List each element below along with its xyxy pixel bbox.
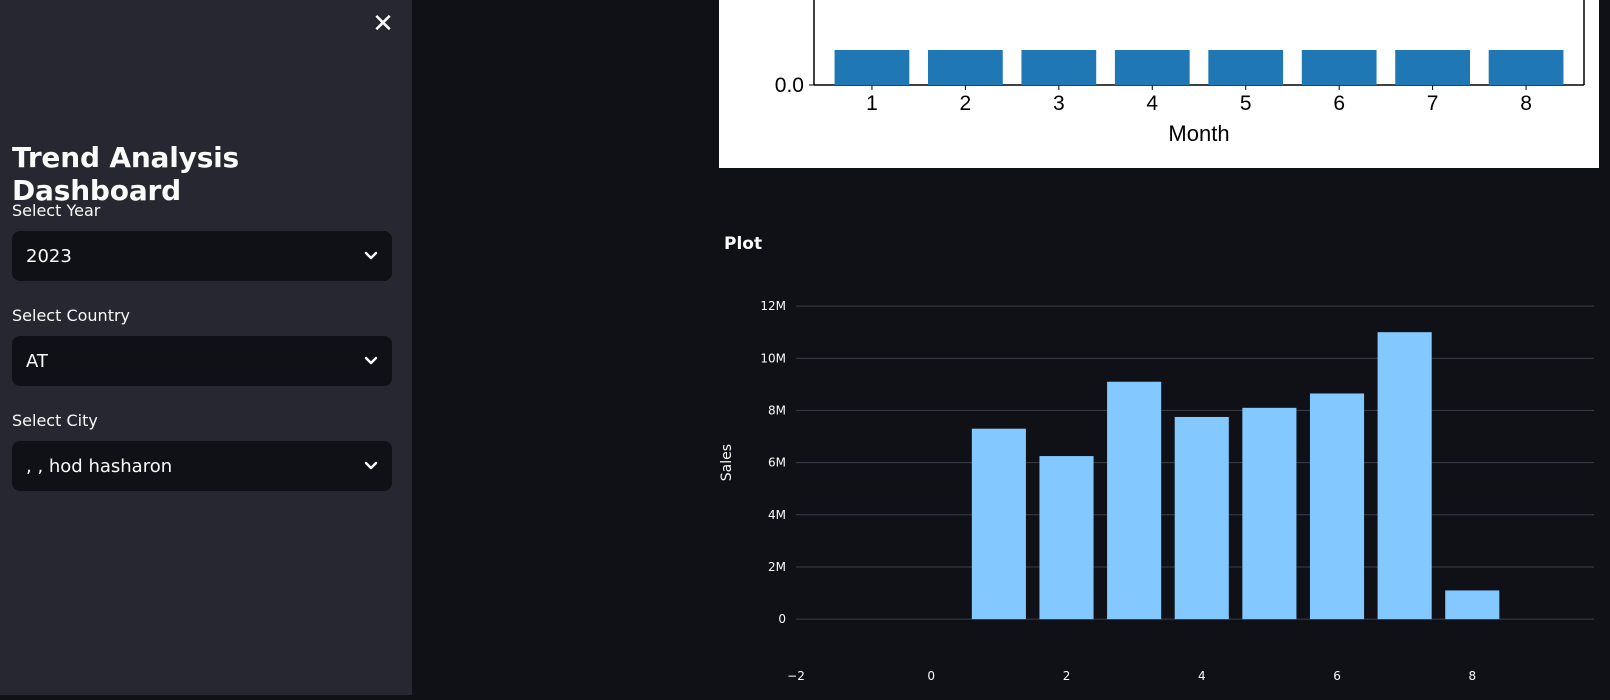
sales-bar-chart-svg: 0 2M 4M 6M 8M 10M 12M −2 0 2 4 6 8 Sales xyxy=(719,299,1594,683)
bar xyxy=(1301,50,1377,85)
bar xyxy=(1039,456,1094,620)
x-tick-label: 7 xyxy=(1427,92,1439,115)
x-tick-label: 2 xyxy=(960,92,972,115)
y-tick-label: 4M xyxy=(768,508,786,522)
bar xyxy=(1445,590,1500,620)
chevron-down-icon xyxy=(364,459,378,473)
x-tick-label: 6 xyxy=(1333,92,1345,115)
sidebar-title: Trend Analysis Dashboard xyxy=(12,141,240,207)
y-tick-label: 6M xyxy=(768,456,786,470)
y-tick-label: 0 xyxy=(778,612,786,626)
y-tick-label: 10M xyxy=(760,351,786,365)
bar xyxy=(1114,50,1190,85)
y-tick-label: 12M xyxy=(760,299,786,313)
country-label: Select Country xyxy=(12,306,131,325)
x-tick-label: 8 xyxy=(1468,669,1476,683)
bar xyxy=(1021,50,1097,85)
bar xyxy=(1395,50,1470,85)
y-tick-label: 0.0 xyxy=(775,74,804,97)
year-label: Select Year xyxy=(12,201,101,220)
x-tick-label: −2 xyxy=(787,669,805,683)
monthly-bar-chart-image: 1 2 3 4 5 6 7 8 0.0 Month xyxy=(719,0,1599,168)
close-sidebar-button[interactable]: ✕ xyxy=(372,11,394,37)
x-tick-label: 4 xyxy=(1146,92,1158,115)
bar xyxy=(834,50,910,85)
y-tick-label: 8M xyxy=(768,403,786,417)
x-tick-label: 1 xyxy=(866,92,878,115)
city-label: Select City xyxy=(12,411,98,430)
sales-bar-chart[interactable]: 0 2M 4M 6M 8M 10M 12M −2 0 2 4 6 8 Sales xyxy=(719,280,1599,695)
x-tick-label: 4 xyxy=(1198,669,1206,683)
y-axis-label: Sales xyxy=(719,444,735,481)
close-icon: ✕ xyxy=(372,9,394,39)
country-value: AT xyxy=(26,350,48,372)
chevron-down-icon xyxy=(364,354,378,368)
city-select[interactable]: , , hod hasharon xyxy=(12,441,392,491)
bar xyxy=(1107,381,1162,620)
x-tick-label: 0 xyxy=(927,669,935,683)
bar xyxy=(1242,407,1297,620)
monthly-bar-chart: 1 2 3 4 5 6 7 8 0.0 Month xyxy=(775,0,1585,146)
bar xyxy=(1377,332,1432,620)
x-tick-label: 2 xyxy=(1063,669,1071,683)
x-tick-label: 6 xyxy=(1333,669,1341,683)
x-tick-label: 5 xyxy=(1240,92,1252,115)
x-axis-label: Month xyxy=(1168,121,1229,146)
bar xyxy=(1174,416,1229,620)
bar xyxy=(928,50,1003,85)
y-tick-label: 2M xyxy=(768,560,786,574)
bar xyxy=(1208,50,1284,85)
chevron-down-icon xyxy=(364,249,378,263)
year-select[interactable]: 2023 xyxy=(12,231,392,281)
bar xyxy=(1488,50,1564,85)
country-select[interactable]: AT xyxy=(12,336,392,386)
x-tick-label: 3 xyxy=(1053,92,1065,115)
bar xyxy=(1309,393,1365,620)
x-tick-label: 8 xyxy=(1520,92,1532,115)
plot-title: Plot xyxy=(724,234,763,254)
year-value: 2023 xyxy=(26,245,72,267)
bar xyxy=(971,428,1026,620)
city-value: , , hod hasharon xyxy=(26,455,173,477)
sidebar: ✕ Trend Analysis Dashboard Select Year 2… xyxy=(0,0,412,695)
